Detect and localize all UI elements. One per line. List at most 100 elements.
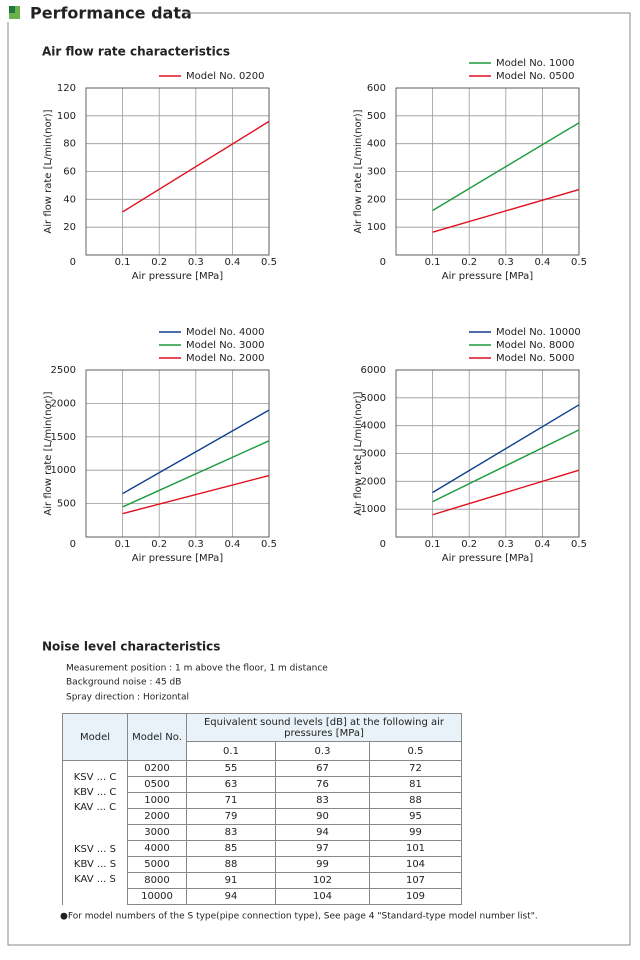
noise-table: Model Model No. Equivalent sound levels [d… (62, 713, 462, 905)
x-tick-label: 0.3 (188, 257, 204, 268)
sound-level: 71 (186, 792, 276, 809)
y-tick-label: 500 (367, 111, 386, 122)
y-tick-label: 1000 (361, 504, 386, 515)
model-number: 5000 (127, 856, 187, 873)
model-name: KAV ... C (73, 802, 117, 814)
x-tick-label: 0.4 (534, 539, 550, 550)
model-number: 0200 (127, 760, 187, 777)
sound-level: 109 (369, 888, 462, 905)
header-cell: Model (62, 713, 128, 761)
x-tick-label: 0.5 (261, 539, 277, 550)
sound-level: 85 (186, 840, 276, 857)
sound-level: 94 (275, 824, 370, 841)
note: Background noise : 45 dB (66, 678, 181, 688)
table-row: 0500 63 76 81 (63, 776, 462, 793)
series-line (432, 404, 580, 494)
sound-level: 83 (275, 792, 370, 809)
x-tick-label: 0.5 (571, 257, 587, 268)
y-tick-label: 5000 (361, 393, 386, 404)
plot-frame (85, 369, 270, 538)
x-tick-label: 0.4 (224, 539, 240, 550)
x-tick-label: 0.5 (571, 539, 587, 550)
table-row: 4000 85 97 101 (63, 840, 462, 857)
x-tick-label: 0.3 (498, 257, 514, 268)
series-line (122, 409, 270, 495)
x-tick-label: 0.2 (461, 257, 477, 268)
series-line (122, 440, 270, 508)
header-cell: Equivalent sound levels [dB] at the foll… (186, 713, 462, 742)
series-line (432, 188, 580, 233)
sound-level: 102 (275, 872, 370, 889)
sound-level: 101 (369, 840, 462, 857)
legend-label: Model No. 0200 (186, 71, 264, 82)
series-line (432, 122, 580, 212)
section-title: Noise level characteristics (42, 640, 220, 654)
note: Measurement position : 1 m above the flo… (66, 664, 328, 674)
y-tick-label: 2500 (51, 365, 76, 376)
model-number: 4000 (127, 840, 187, 857)
sound-level: 88 (186, 856, 276, 873)
sound-level: 76 (275, 776, 370, 793)
x-tick-label: 0.1 (115, 539, 131, 550)
series-line (432, 469, 580, 516)
note: Spray direction : Horizontal (66, 693, 189, 703)
y-tick-label: 0 (70, 539, 76, 550)
x-tick-label: 0.1 (425, 257, 441, 268)
model-name: KBV ... C (73, 787, 117, 799)
sound-level: 107 (369, 872, 462, 889)
table-row: KSV ... S KBV ... S KAV ... S 3000 83 94 99 (62, 824, 462, 905)
sound-level: 104 (275, 888, 370, 905)
x-tick-label: 0.4 (224, 257, 240, 268)
sound-level: 104 (369, 856, 462, 873)
legend-label: Model No. 4000 (186, 327, 264, 338)
legend-label: Model No. 5000 (496, 353, 574, 364)
y-axis-label: Air flow rate [L/min(nor)] (43, 109, 54, 233)
y-tick-label: 4000 (361, 421, 386, 432)
table-row: 10000 94 104 109 (63, 888, 462, 905)
sound-level: 88 (369, 792, 462, 809)
x-axis-label: Air pressure [MPa] (132, 553, 224, 564)
sound-level: 99 (275, 856, 370, 873)
table-row: KSV ... C KBV ... C KAV ... C 0200 55 67 72 (62, 760, 462, 825)
x-tick-label: 0.2 (151, 539, 167, 550)
x-tick-label: 0.2 (461, 539, 477, 550)
y-tick-label: 1000 (51, 465, 76, 476)
header-cell: Model No. (127, 713, 187, 761)
y-tick-label: 120 (57, 83, 76, 94)
model-name: KAV ... S (74, 874, 116, 885)
legend-label: Model No. 3000 (186, 340, 264, 351)
table-row: 0.1 0.3 0.5 (63, 741, 462, 761)
x-tick-label: 0.5 (261, 257, 277, 268)
model-number: 8000 (127, 872, 187, 889)
sound-level: 81 (369, 776, 462, 793)
y-axis-label: Air flow rate [L/min(nor)] (353, 109, 364, 233)
model-number: 3000 (127, 824, 187, 841)
y-tick-label: 80 (63, 139, 76, 150)
page-title: Performance data (30, 4, 192, 23)
y-tick-label: 40 (63, 194, 76, 205)
model-number: 10000 (127, 888, 187, 905)
y-tick-label: 60 (63, 167, 76, 178)
legend-label: Model No. 1000 (496, 58, 574, 69)
table-row: Model Model No. Equivalent sound levels [d… (62, 713, 462, 761)
model-name: KSV ... C (73, 772, 117, 784)
header-cell: 0.3 (275, 741, 370, 761)
sound-level: 55 (186, 760, 276, 777)
y-tick-label: 1500 (51, 432, 76, 443)
y-axis-label: Air flow rate [L/min(nor)] (43, 391, 54, 515)
section-title: Air flow rate characteristics (42, 45, 230, 59)
y-tick-label: 100 (367, 222, 386, 233)
y-tick-label: 600 (367, 83, 386, 94)
series-line (122, 474, 270, 515)
x-tick-label: 0.1 (425, 539, 441, 550)
sound-level: 90 (275, 808, 370, 825)
frame (7, 12, 631, 946)
plot-frame (395, 369, 580, 538)
y-tick-label: 300 (367, 167, 386, 178)
footnote: ●For model numbers of the S type(pipe co… (60, 912, 538, 922)
legend-label: Model No. 8000 (496, 340, 574, 351)
sound-level: 99 (369, 824, 462, 841)
y-tick-label: 100 (57, 111, 76, 122)
y-tick-label: 200 (367, 194, 386, 205)
